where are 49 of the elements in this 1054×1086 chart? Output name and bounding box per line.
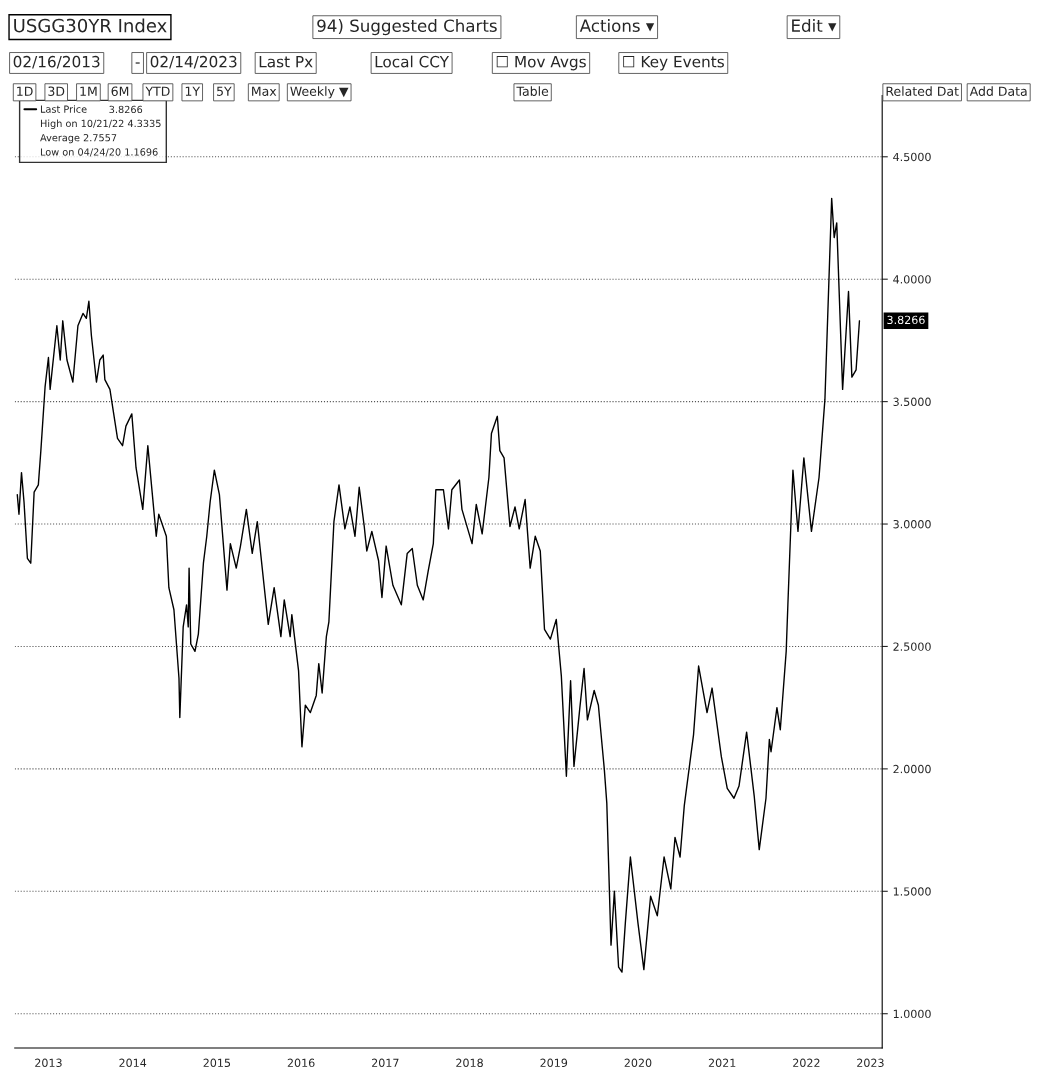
annotation: 1D	[17, 86, 33, 96]
x-tick-label: 2014	[119, 1058, 147, 1068]
text: 02/14/2023	[150, 55, 237, 69]
text: Related Dat	[886, 86, 959, 96]
x-tick-label: 2022	[793, 1058, 820, 1068]
text: Edit ▾	[792, 19, 837, 32]
x-tick-label: 2013	[35, 1058, 62, 1068]
legend-label: Last Price	[40, 105, 87, 113]
text: Local CCY	[375, 55, 450, 68]
text: Add Data	[969, 86, 1027, 96]
text: Last Px	[259, 56, 313, 68]
text: ☐ Mov Avgs	[496, 56, 586, 71]
annotation: 3.8266	[887, 315, 925, 325]
annotation: High on 10/21/22 4.3335	[40, 119, 161, 129]
annotation: 5Y	[217, 86, 232, 96]
chart-title: USGG30YR Index	[14, 18, 167, 33]
x-tick-label: 2016	[287, 1058, 315, 1068]
text: -	[135, 62, 140, 64]
annotation: YTD	[145, 86, 170, 96]
annotation: 3.8266	[109, 105, 143, 114]
y-tick-label: 2.0000	[893, 764, 931, 774]
annotation: 6M	[111, 86, 129, 96]
annotation: 1M	[80, 86, 97, 96]
y-tick-label: 2.5000	[893, 642, 931, 651]
x-tick-label: 2015	[203, 1058, 231, 1068]
text: Actions ▾	[579, 19, 655, 32]
annotation: Weekly ▼	[290, 86, 349, 99]
text: 94) Suggested Charts	[317, 19, 497, 36]
text: ☐ Key Events	[623, 56, 724, 71]
annotation: 3D	[48, 86, 65, 96]
y-tick-label: 4.5000	[893, 152, 931, 162]
y-tick-label: 1.0000	[893, 1009, 931, 1019]
annotation: Low on 04/24/20 1.1696	[40, 148, 158, 157]
text: 02/16/2013	[13, 55, 100, 69]
y-tick-label: 4.0000	[893, 275, 931, 284]
y-tick-label: 1.5000	[893, 887, 931, 896]
x-tick-label: 2023	[857, 1058, 884, 1068]
y-tick-label: 3.5000	[893, 397, 931, 406]
x-tick-label: 2020	[624, 1058, 652, 1068]
annotation: 1Y	[185, 86, 201, 96]
x-tick-label: 2021	[708, 1058, 736, 1068]
line-series	[16, 197, 861, 973]
annotation: Max	[252, 86, 277, 96]
x-tick-label: 2017	[371, 1058, 399, 1068]
x-tick-label: 2018	[456, 1058, 483, 1068]
annotation: Average 2.7557	[40, 134, 117, 144]
annotation: Table	[516, 86, 549, 96]
x-tick-label: 2019	[540, 1058, 568, 1068]
y-tick-label: 3.0000	[893, 520, 931, 529]
